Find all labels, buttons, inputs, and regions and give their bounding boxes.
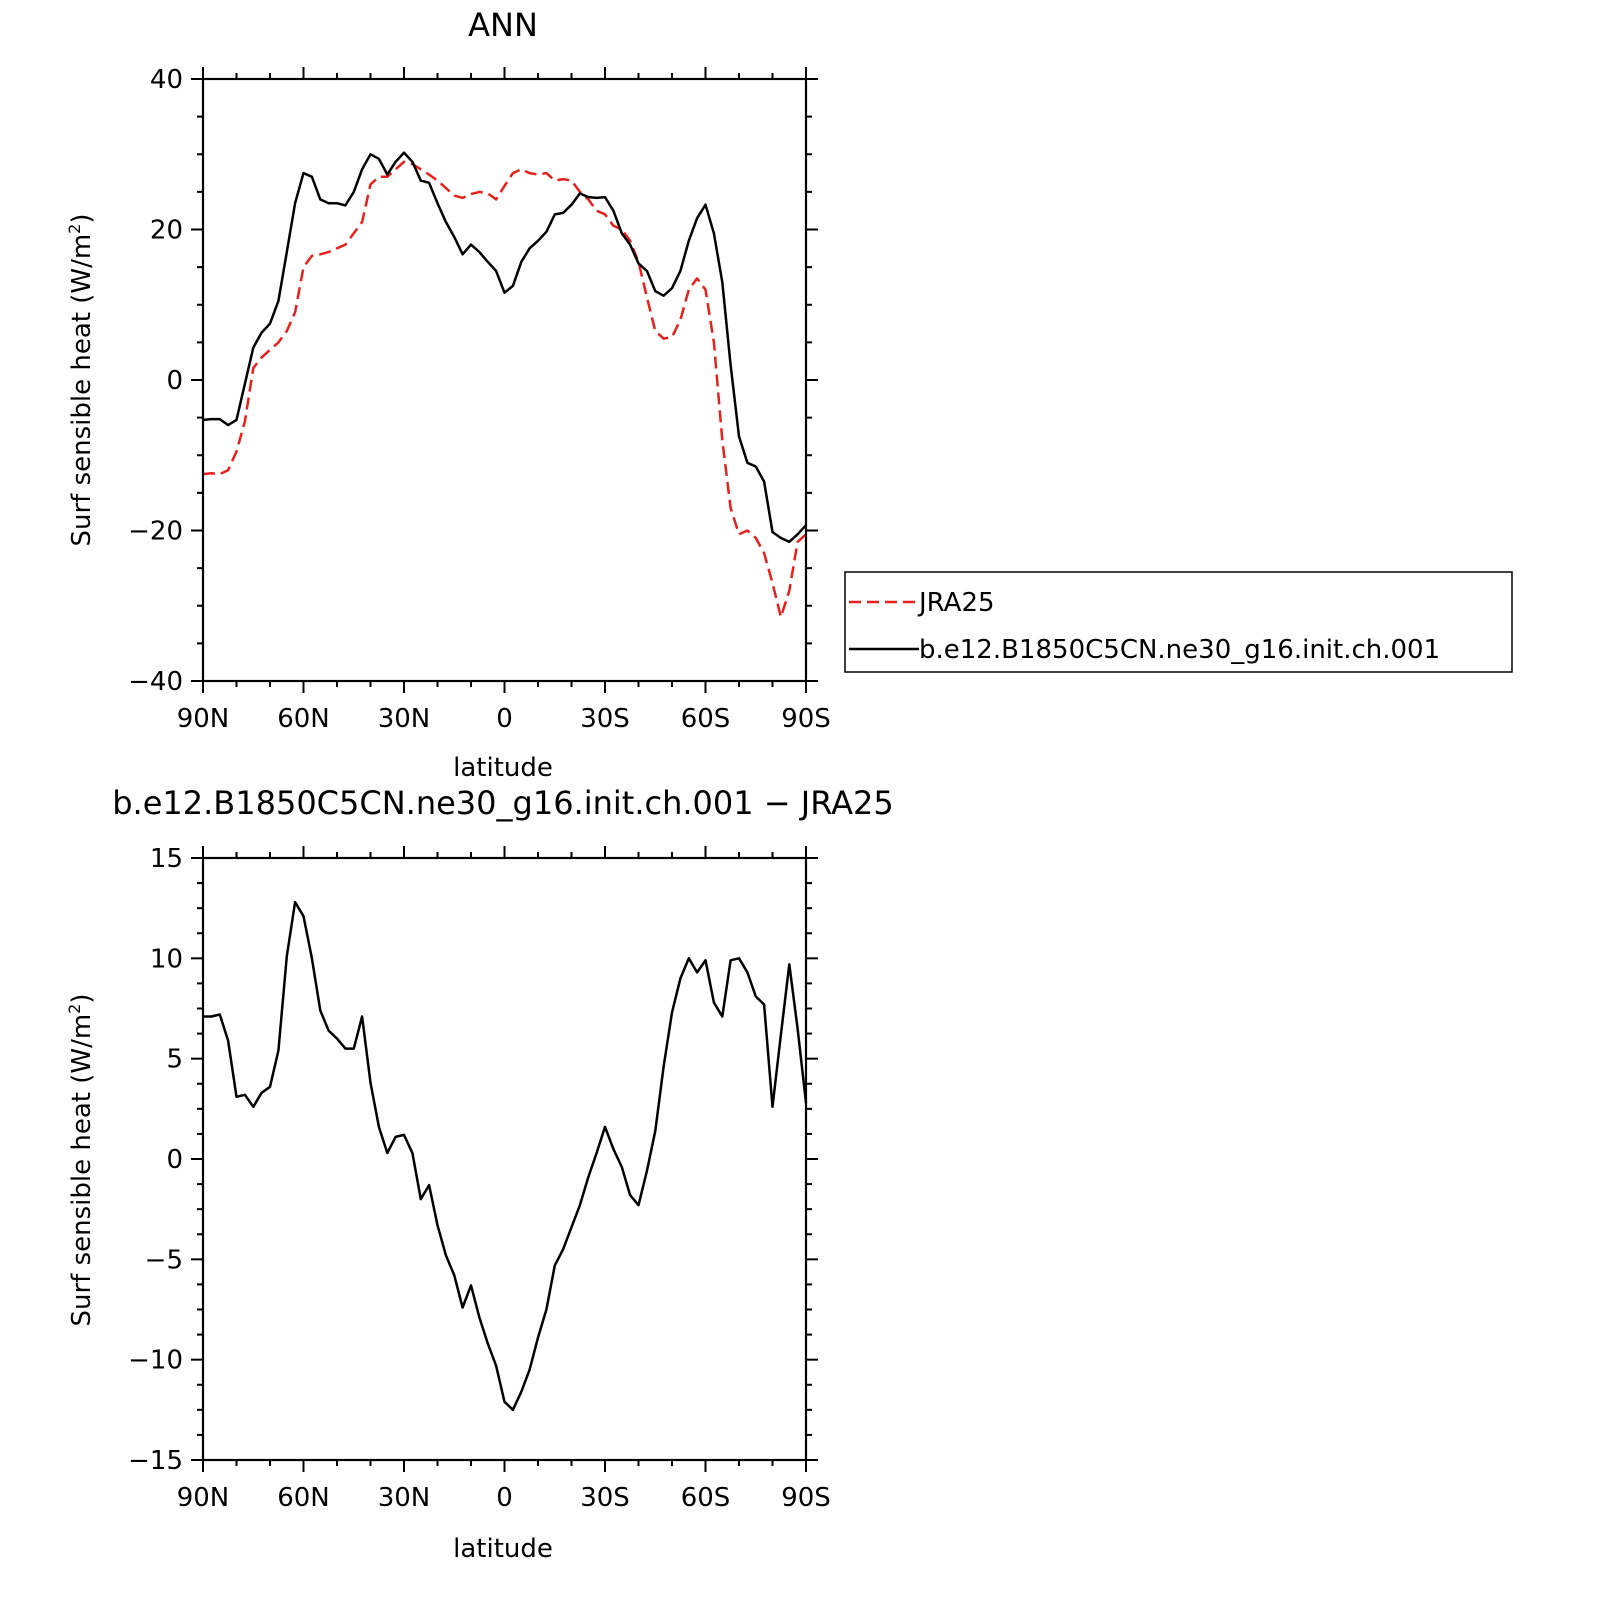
x-tick-label: 60N [277,704,330,734]
x-tick-label: 90S [781,704,831,734]
y-tick-label: 0 [166,1145,183,1175]
top-series-lines [202,151,807,619]
y-tick-label: −20 [128,517,183,547]
top-plot-frame [201,77,808,683]
x-tick-label: 60N [277,1483,330,1513]
x-tick-label: 30S [580,1483,630,1513]
bottom-y-axis-label: Surf sensible heat (W/m2) [65,993,97,1326]
series-line-1-0 [203,900,808,1412]
bottom-panel: b.e12.B1850C5CN.ne30_g16.init.ch.001 − J… [65,784,894,1564]
legend-label-jra25: JRA25 [917,588,995,618]
legend-box [844,571,1513,673]
y-tick-label: 0 [166,366,183,396]
x-tick-label: 90S [781,1483,831,1513]
x-tick-label: 90N [177,1483,230,1513]
top-x-axis-label: latitude [453,753,553,783]
y-tick-label: −40 [128,667,183,697]
top-y-axis-label: Surf sensible heat (W/m2) [65,213,97,546]
y-tick-label: 20 [150,216,183,246]
bottom-chart-title: b.e12.B1850C5CN.ne30_g16.init.ch.001 − J… [112,784,894,822]
bottom-y-tick-labels: −15 −10 −5 0 5 10 15 [128,844,183,1476]
y-tick-label: −15 [128,1446,183,1476]
y-tick-label: 15 [150,844,183,874]
y-tick-label: 5 [166,1045,183,1075]
x-tick-label: 30N [378,704,431,734]
top-x-tick-labels: 90N 60N 30N 0 30S 60S 90S [177,704,831,734]
bottom-x-axis-label: latitude [453,1534,553,1564]
x-tick-label: 90N [177,704,230,734]
x-tick-label: 30S [580,704,630,734]
y-tick-label: −10 [128,1346,183,1376]
x-tick-label: 0 [496,1483,513,1513]
x-tick-label: 0 [496,704,513,734]
x-tick-label: 60S [681,704,731,734]
top-y-tick-labels: −40 −20 0 20 40 [128,65,183,697]
top-panel: ANN 90N 60N 30N 0 30S 60S 90S −40 −20 0 20 40 lati… [65,6,1513,783]
legend: JRA25 b.e12.B1850C5CN.ne30_g16.init.ch.0… [844,571,1513,673]
y-tick-label: 40 [150,65,183,95]
bottom-series-lines [203,900,808,1412]
bottom-x-tick-labels: 90N 60N 30N 0 30S 60S 90S [177,1483,831,1513]
x-tick-label: 30N [378,1483,431,1513]
x-tick-label: 60S [681,1483,731,1513]
series-line-0-0 [202,160,807,619]
series-line-0-1 [202,151,807,544]
y-tick-label: 10 [150,944,183,974]
bottom-axis-ticks [191,846,818,1472]
bottom-plot-frame [201,856,808,1462]
top-chart-title: ANN [468,6,538,44]
legend-label-model: b.e12.B1850C5CN.ne30_g16.init.ch.001 [919,635,1440,665]
top-axis-ticks [191,67,818,693]
y-tick-label: −5 [145,1245,183,1275]
